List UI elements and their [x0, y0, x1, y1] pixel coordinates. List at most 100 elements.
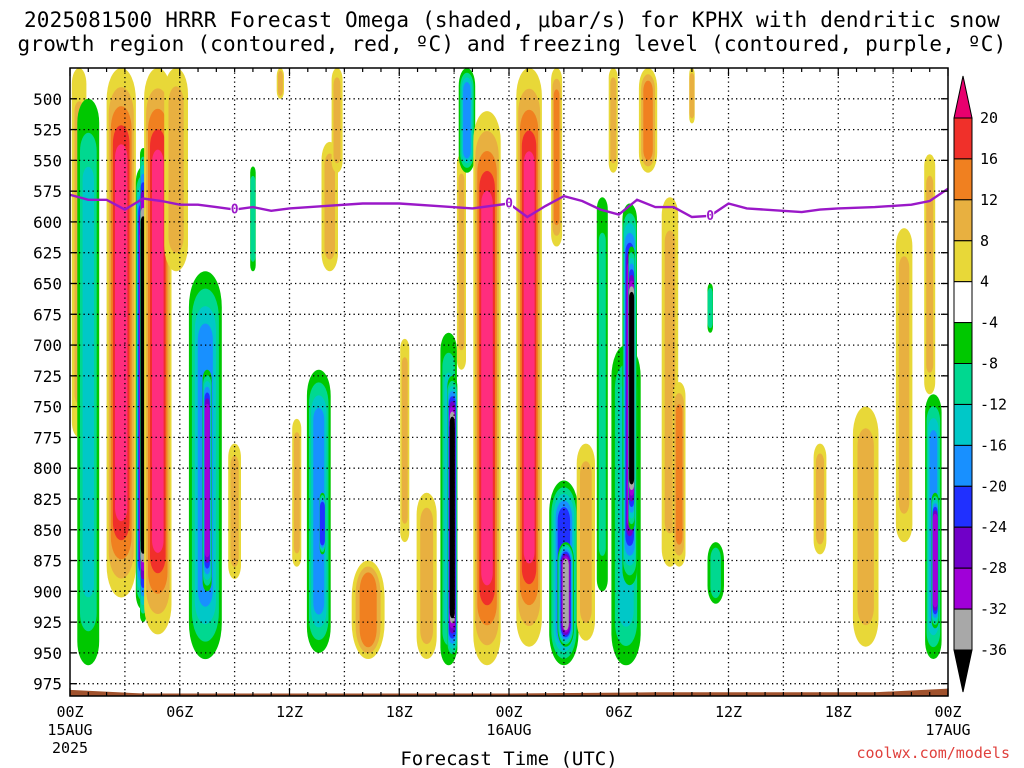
y-tick-label: 975: [33, 675, 62, 694]
colorbar-segment: [953, 117, 973, 160]
y-tick-label: 950: [33, 644, 62, 663]
omega-band: [401, 357, 408, 524]
freezing-level-label-bg: [706, 208, 715, 221]
omega-band: [168, 86, 184, 253]
y-tick-label: 800: [33, 459, 62, 478]
omega-band: [707, 287, 713, 329]
colorbar-label: -32: [980, 600, 1007, 618]
colorbar-label: -28: [980, 559, 1007, 577]
x-tick-label: 12Z: [276, 703, 303, 721]
omega-band: [610, 77, 617, 164]
x-axis-title: Forecast Time (UTC): [400, 748, 617, 768]
omega-band: [458, 173, 465, 351]
freezing-level-label-bg: [230, 202, 239, 215]
colorbar-label: -4: [980, 314, 998, 332]
y-tick-label: 600: [33, 213, 62, 232]
omega-band: [481, 190, 493, 586]
omega-band: [463, 82, 471, 159]
x-tick-label: 12Z: [715, 703, 742, 721]
colorbar-segment: [953, 240, 973, 283]
x-tick-date: 17AUG: [925, 721, 970, 739]
colorbar-segment: [953, 363, 973, 405]
x-tick-year: 2025: [52, 739, 88, 757]
y-tick-label: 825: [33, 490, 62, 509]
y-tick-label: 550: [33, 151, 62, 170]
omega-band: [857, 428, 874, 626]
colorbar-label: 8: [980, 232, 989, 250]
omega-band: [420, 507, 434, 645]
omega-band: [580, 461, 592, 623]
omega-band: [250, 175, 256, 262]
omega-band: [664, 230, 676, 534]
colorbar-segment: [953, 158, 973, 201]
freezing-level-label: 0: [706, 209, 714, 224]
omega-band: [277, 70, 283, 96]
colorbar-segment: [953, 404, 973, 446]
omega-band: [319, 501, 325, 546]
y-tick-label: 675: [33, 305, 62, 324]
credit-link[interactable]: coolwx.com/models: [856, 744, 1010, 762]
colorbar-segment: [953, 281, 973, 324]
colorbar-segment: [953, 322, 973, 365]
y-tick-label: 500: [33, 90, 62, 109]
y-tick-label: 625: [33, 244, 62, 263]
colorbar-label: -20: [980, 477, 1007, 495]
colorbar-label: -16: [980, 436, 1007, 454]
y-tick-label: 525: [33, 121, 62, 140]
omega-band: [115, 144, 128, 522]
y-tick-label: 850: [33, 521, 62, 540]
x-tick-label: 00Z: [495, 703, 522, 721]
colorbar-segment: [953, 485, 973, 528]
colorbar-top-arrow: [953, 75, 973, 119]
freezing-level-label: 0: [505, 196, 513, 211]
colorbar-segment: [953, 444, 973, 487]
x-tick-label: 18Z: [825, 703, 852, 721]
omega-band: [710, 547, 721, 599]
omega-band: [898, 256, 910, 514]
colorbar-segment: [953, 567, 973, 610]
x-tick-date: 15AUG: [47, 721, 92, 739]
y-tick-label: 750: [33, 398, 62, 417]
chart-title: 2025081500 HRRR Forecast Omega (shaded, …: [17, 8, 1007, 56]
colorbar-label: -12: [980, 396, 1007, 414]
omega-band: [926, 175, 934, 373]
y-tick-label: 775: [33, 428, 62, 447]
colorbar-label: 12: [980, 191, 998, 209]
omega-band: [629, 291, 635, 485]
colorbar-label: -24: [980, 518, 1007, 536]
omega-band: [82, 166, 94, 598]
colorbar-segment: [953, 199, 973, 242]
y-tick-label: 725: [33, 367, 62, 386]
colorbar-segment: [953, 526, 973, 569]
x-tick-label: 06Z: [166, 703, 193, 721]
colorbar-label: -36: [980, 641, 1007, 659]
freezing-level-contour: 0 0 0: [70, 187, 948, 224]
x-tick-label: 18Z: [386, 703, 413, 721]
freezing-level-label: 0: [231, 203, 239, 218]
omega-band: [293, 432, 300, 554]
freezing-level-label-bg: [505, 196, 513, 209]
omega-band: [230, 455, 239, 567]
colorbar-label: 4: [980, 273, 989, 291]
omega-band: [333, 77, 341, 164]
omega-band: [675, 404, 683, 545]
x-tick-label: 00Z: [56, 703, 83, 721]
colorbar-segment: [953, 608, 973, 651]
x-tick-label: 00Z: [934, 703, 961, 721]
omega-band: [449, 421, 455, 614]
colorbar: 20 16 12 8 4 -4 -8 -12 -16 -20 -24 -28 -32 -36: [953, 75, 1007, 693]
y-axis-ticks: 500 525 550 575 600 625 650 675 700 725 750 775 800 8…: [33, 90, 948, 694]
y-tick-label: 650: [33, 274, 62, 293]
freezing-level-line: [70, 187, 948, 219]
colorbar-bottom-arrow: [953, 649, 973, 693]
omega-band: [152, 149, 164, 553]
omega-band: [815, 453, 825, 545]
y-tick-label: 875: [33, 552, 62, 571]
omega-band: [562, 558, 569, 631]
omega-band: [359, 572, 377, 648]
omega-band: [204, 403, 210, 558]
colorbar-label: 16: [980, 150, 998, 168]
omega-shading: [71, 68, 942, 666]
